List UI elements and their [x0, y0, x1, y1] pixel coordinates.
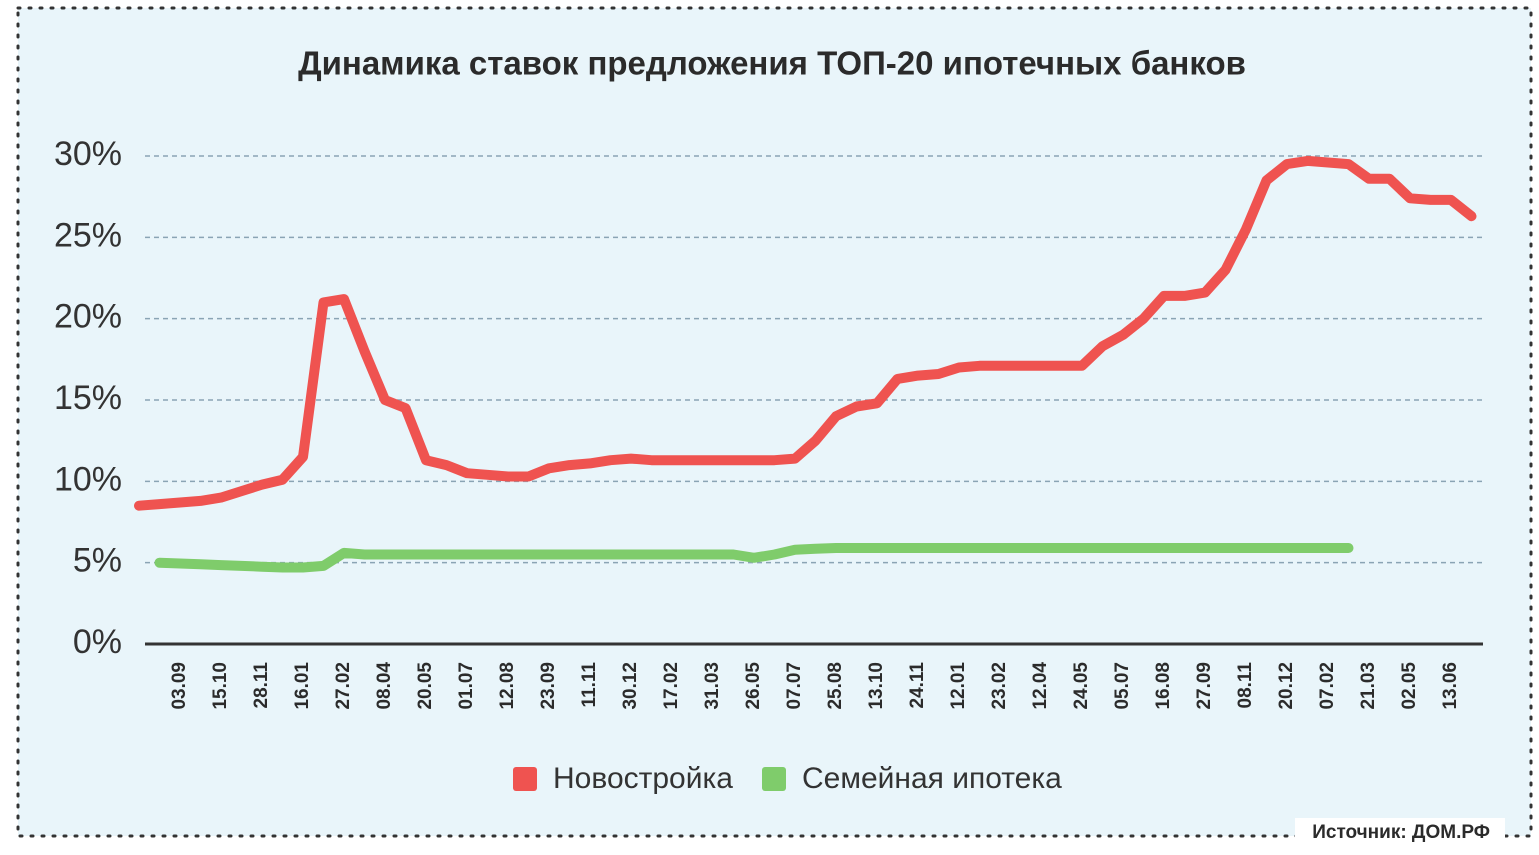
- x-tick-label: 31.03: [702, 662, 723, 710]
- x-tick-label: 07.07: [784, 662, 805, 710]
- x-tick-label: 23.09: [538, 662, 559, 710]
- chart-title: Динамика ставок предложения ТОП-20 ипоте…: [298, 45, 1246, 82]
- x-tick-label: 08.11: [1235, 662, 1256, 709]
- x-tick-label: 13.10: [866, 662, 887, 710]
- y-tick-label: 30%: [54, 135, 122, 173]
- x-tick-label: 20.05: [415, 662, 436, 710]
- x-tick-label: 16.01: [292, 662, 313, 710]
- y-tick-label: 25%: [54, 216, 122, 254]
- legend-swatch: [762, 767, 786, 791]
- x-tick-label: 30.12: [620, 662, 641, 710]
- x-tick-label: 28.11: [251, 662, 272, 709]
- chart-border: [16, 6, 1533, 838]
- series-line: [154, 543, 1354, 573]
- x-tick-label: 17.02: [661, 662, 682, 710]
- x-tick-label: 27.02: [333, 662, 354, 710]
- source: Источник: ДОМ.РФ: [1312, 822, 1490, 843]
- x-tick-label: 12.08: [497, 662, 518, 710]
- y-tick-label: 20%: [54, 298, 122, 336]
- x-tick-label: 13.06: [1440, 662, 1461, 710]
- x-tick-label: 24.05: [1071, 662, 1092, 710]
- x-tick-label: 26.05: [743, 662, 764, 710]
- legend-label: Семейная ипотека: [802, 762, 1062, 795]
- x-tick-label: 02.05: [1399, 662, 1420, 710]
- x-tick-label: 25.08: [825, 662, 846, 710]
- series-line: [134, 155, 1477, 511]
- x-tick-label: 03.09: [169, 662, 190, 710]
- y-tick-label: 5%: [73, 542, 122, 580]
- x-tick-label: 16.08: [1153, 662, 1174, 710]
- x-tick-label: 23.02: [989, 662, 1010, 710]
- legend-swatch: [513, 767, 537, 791]
- x-tick-label: 15.10: [210, 662, 231, 710]
- x-tick-label: 21.03: [1358, 662, 1379, 710]
- x-tick-label: 05.07: [1112, 662, 1133, 710]
- x-tick-label: 12.04: [1030, 662, 1051, 710]
- x-tick-label: 24.11: [907, 662, 928, 709]
- x-tick-label: 11.11: [579, 662, 600, 708]
- x-tick-label: 07.02: [1317, 662, 1338, 710]
- y-tick-label: 0%: [73, 623, 122, 661]
- source-background: [1295, 818, 1505, 848]
- x-tick-label: 12.01: [948, 662, 969, 710]
- legend-label: Новостройка: [553, 762, 733, 795]
- x-tick-label: 27.09: [1194, 662, 1215, 710]
- y-tick-label: 10%: [54, 460, 122, 498]
- y-tick-label: 15%: [54, 379, 122, 417]
- chart-background: [18, 8, 1531, 836]
- x-tick-label: 08.04: [374, 662, 395, 710]
- x-tick-label: 01.07: [456, 662, 477, 710]
- x-tick-label: 20.12: [1276, 662, 1297, 710]
